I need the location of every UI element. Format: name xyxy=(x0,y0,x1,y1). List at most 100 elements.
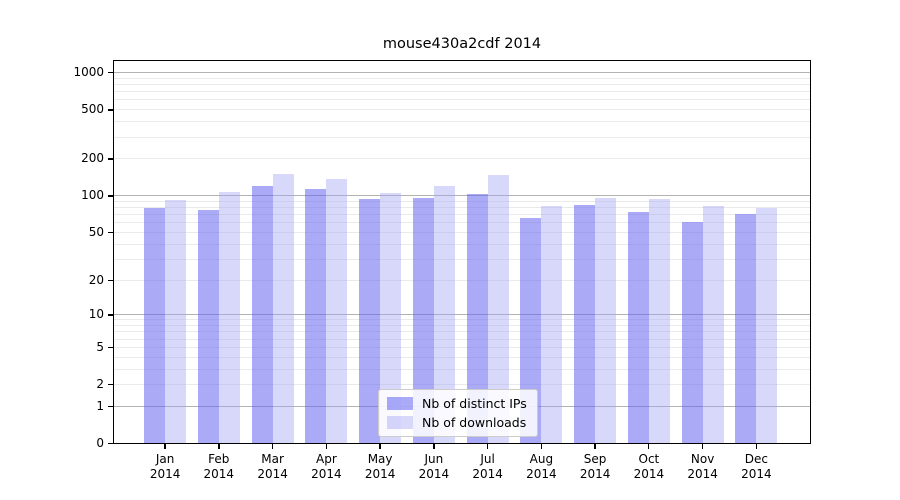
x-axis-label: Oct 2014 xyxy=(633,452,665,481)
gridline xyxy=(113,136,811,138)
gridline xyxy=(113,338,811,340)
bar-downloads-aug xyxy=(541,205,563,444)
bar-downloads-sep xyxy=(595,197,617,444)
y-axis-label: 1000 xyxy=(73,65,104,79)
gridline xyxy=(113,121,811,123)
x-axis-label: Jul 2014 xyxy=(472,452,503,481)
x-axis-label: Aug 2014 xyxy=(526,452,557,481)
gridline xyxy=(113,91,811,93)
bar-distinct-ips-may xyxy=(359,199,381,444)
gridline xyxy=(113,279,811,281)
legend-item-distinct-ips: Nb of distinct IPs xyxy=(387,396,527,411)
bar-downloads-jan xyxy=(165,199,187,444)
x-axis-label: Nov 2014 xyxy=(687,452,718,481)
x-axis-tick xyxy=(379,444,381,449)
y-axis-tick xyxy=(108,158,113,160)
bar-downloads-jul xyxy=(487,174,509,444)
bar-distinct-ips-feb xyxy=(197,209,219,444)
gridline xyxy=(113,319,811,321)
gridline xyxy=(113,99,811,101)
gridline xyxy=(113,77,811,79)
x-axis-tick xyxy=(325,444,328,449)
gridline xyxy=(113,158,811,160)
gridline xyxy=(113,84,811,85)
gridline xyxy=(113,346,811,348)
gridline xyxy=(113,207,811,208)
bar-downloads-mar xyxy=(272,173,294,444)
bar-distinct-ips-oct xyxy=(627,211,649,444)
legend-item-downloads: Nb of downloads xyxy=(387,415,527,430)
gridline xyxy=(113,109,811,111)
y-axis-tick xyxy=(108,279,113,281)
legend-swatch-downloads xyxy=(387,416,413,429)
x-axis-label: Dec 2014 xyxy=(741,452,772,481)
y-axis-tick xyxy=(108,384,113,386)
bar-downloads-may xyxy=(380,193,402,444)
y-axis-label: 5 xyxy=(96,339,104,354)
x-axis-tick xyxy=(540,444,542,449)
y-axis-tick xyxy=(108,346,113,349)
x-axis-label: Feb 2014 xyxy=(203,452,235,481)
x-axis-tick xyxy=(164,444,166,449)
x-axis-tick xyxy=(594,444,596,449)
y-axis-tick xyxy=(108,405,113,408)
legend-label-distinct-ips: Nb of distinct IPs xyxy=(422,396,527,411)
x-axis-tick xyxy=(701,444,704,449)
y-axis-label: 1 xyxy=(96,398,104,413)
gridline xyxy=(113,258,811,260)
bar-distinct-ips-nov xyxy=(681,222,703,444)
legend: Nb of distinct IPs Nb of downloads xyxy=(378,389,538,437)
bar-downloads-jun xyxy=(433,186,455,444)
x-axis-tick xyxy=(218,444,220,449)
y-axis-tick xyxy=(108,314,113,316)
bar-distinct-ips-mar xyxy=(251,185,273,444)
gridline xyxy=(113,200,811,202)
gridline xyxy=(113,356,811,358)
bar-downloads-nov xyxy=(702,206,724,444)
x-axis-label: Mar 2014 xyxy=(257,452,288,481)
x-axis-tick xyxy=(433,444,435,449)
gridline xyxy=(113,325,811,326)
gridline xyxy=(113,331,811,333)
x-axis-tick xyxy=(755,444,757,449)
y-axis-tick xyxy=(108,109,113,111)
y-axis-label: 200 xyxy=(81,151,104,166)
y-axis-label: 500 xyxy=(81,102,104,117)
y-axis-label: 20 xyxy=(88,272,104,287)
legend-label-downloads: Nb of downloads xyxy=(422,415,527,430)
bar-distinct-ips-sep xyxy=(574,205,596,444)
bar-distinct-ips-apr xyxy=(305,188,327,444)
gridline xyxy=(113,243,811,245)
y-axis-tick xyxy=(108,443,113,445)
chart-title: mouse430a2cdf 2014 xyxy=(382,36,542,52)
bar-distinct-ips-dec xyxy=(735,214,757,444)
bar-distinct-ips-jan xyxy=(144,207,166,444)
legend-swatch-distinct-ips xyxy=(387,397,413,410)
y-axis-tick xyxy=(108,195,113,197)
x-axis-tick xyxy=(648,444,650,449)
gridline xyxy=(113,195,811,197)
x-axis-label: May 2014 xyxy=(364,452,396,481)
y-axis-tick xyxy=(108,231,113,234)
gridline xyxy=(113,368,811,370)
bar-downloads-oct xyxy=(648,199,670,444)
y-axis-label: 0 xyxy=(96,436,104,450)
bar-distinct-ips-jul xyxy=(466,194,488,444)
bar-downloads-feb xyxy=(218,191,240,444)
y-axis-label: 2 xyxy=(96,377,104,391)
plot-area xyxy=(113,60,811,444)
y-axis-label: 100 xyxy=(81,188,104,203)
x-axis-tick xyxy=(486,444,489,449)
gridline xyxy=(113,72,811,73)
y-axis-label: 50 xyxy=(88,224,104,239)
y-axis-label: 10 xyxy=(88,307,104,322)
x-axis-label: Jan 2014 xyxy=(149,452,181,481)
bar-distinct-ips-jun xyxy=(412,197,434,444)
x-axis-tick xyxy=(271,444,274,449)
bar-downloads-dec xyxy=(756,208,778,444)
gridline xyxy=(113,214,811,216)
x-axis-label: Apr 2014 xyxy=(311,452,342,481)
gridline xyxy=(113,314,811,316)
x-axis-label: Sep 2014 xyxy=(579,452,611,481)
